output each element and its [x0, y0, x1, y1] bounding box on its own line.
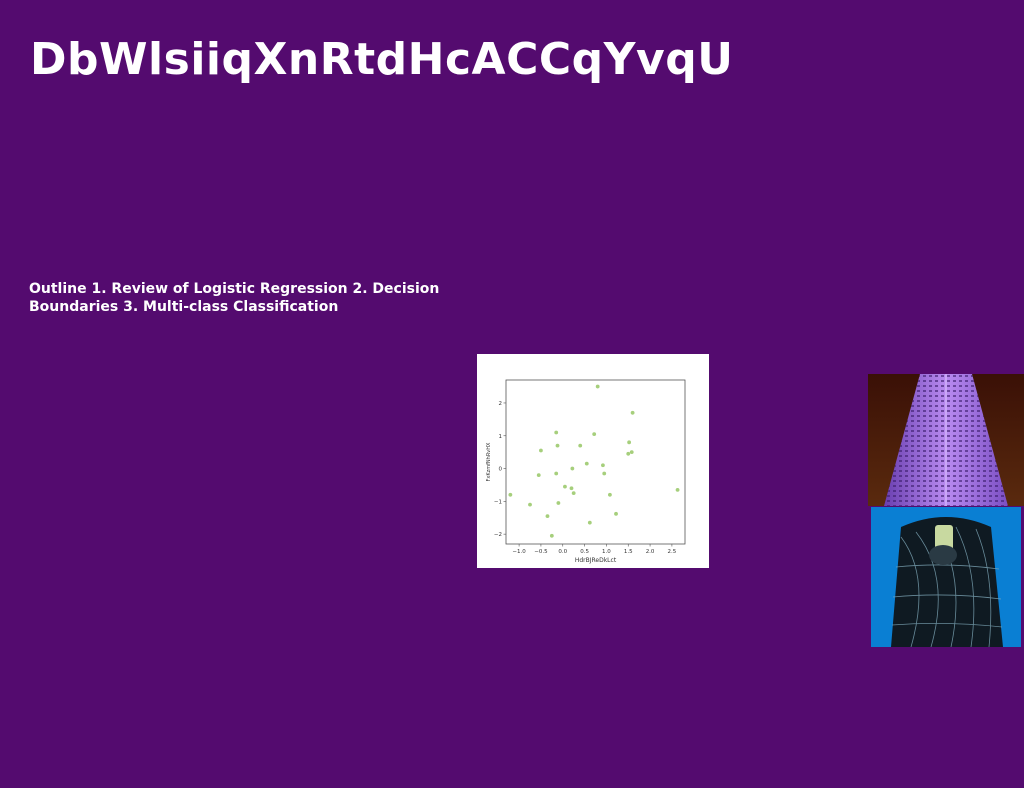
scatter-point	[528, 502, 532, 507]
scatter-point	[592, 432, 597, 437]
x-tick-label: 1.0	[602, 549, 611, 555]
scatter-point	[554, 471, 559, 476]
y-axis-label: FxKzmfNhRvHX	[486, 442, 492, 481]
scatter-point	[601, 463, 605, 468]
scatter-point	[569, 486, 574, 491]
y-tick-label: 2	[499, 401, 503, 407]
scatter-point	[587, 520, 592, 525]
plot-frame	[505, 379, 686, 545]
slide-title: DbWlsiiqXnRtdHcACCqYvqU	[30, 34, 734, 85]
scatter-point	[555, 443, 560, 448]
x-ticks: −1.0 −0.5 0.0 0.5 1.0 1.5 2.0 2.5	[512, 544, 677, 555]
scatter-point	[675, 487, 680, 492]
y-tick-label: −1	[494, 499, 502, 505]
scatter-point	[570, 466, 575, 471]
x-tick-label: 2.5	[668, 549, 677, 555]
scatter-point	[571, 491, 576, 496]
scatter-point	[578, 443, 583, 448]
scatter-chart: −1.0 −0.5 0.0 0.5 1.0 1.5 2.0 2.5 −2 −1 0 1 2 HdrBJ…	[477, 354, 709, 568]
x-tick-label: 0.0	[558, 549, 567, 555]
scatter-point	[554, 430, 559, 435]
scatter-point	[545, 514, 550, 519]
scatter-point	[563, 484, 567, 489]
phone-photo	[871, 507, 1021, 647]
x-tick-label: −1.0	[512, 549, 526, 555]
x-tick-label: 0.5	[580, 549, 589, 555]
y-ticks: −2 −1 0 1 2	[494, 401, 506, 538]
x-tick-label: 2.0	[646, 549, 655, 555]
x-tick-label: −0.5	[534, 549, 548, 555]
scatter-point	[629, 450, 634, 455]
scatter-chart-svg: −1.0 −0.5 0.0 0.5 1.0 1.5 2.0 2.5 −2 −1 0 1 2 HdrBJ…	[486, 379, 686, 564]
scatter-point	[556, 501, 561, 505]
y-tick-label: −2	[494, 532, 502, 538]
scatter-point	[549, 533, 554, 538]
data-points	[508, 384, 680, 538]
scatter-point	[626, 451, 631, 456]
y-tick-label: 0	[499, 467, 503, 473]
scatter-point	[627, 440, 632, 445]
scatter-point	[602, 471, 607, 476]
scatter-point	[536, 473, 541, 478]
scatter-point	[595, 384, 600, 389]
building-photo	[868, 374, 1024, 506]
x-tick-label: 1.5	[624, 549, 633, 555]
outline-text: Outline 1. Review of Logistic Regression…	[29, 281, 440, 315]
scatter-point	[630, 410, 635, 415]
scatter-point	[614, 511, 618, 516]
scatter-point	[539, 448, 543, 453]
y-tick-label: 1	[499, 434, 503, 440]
scatter-point	[608, 492, 612, 497]
scatter-point	[508, 492, 513, 497]
scatter-point	[584, 461, 589, 466]
x-axis-label: HdrBJReDkLct	[575, 557, 617, 564]
